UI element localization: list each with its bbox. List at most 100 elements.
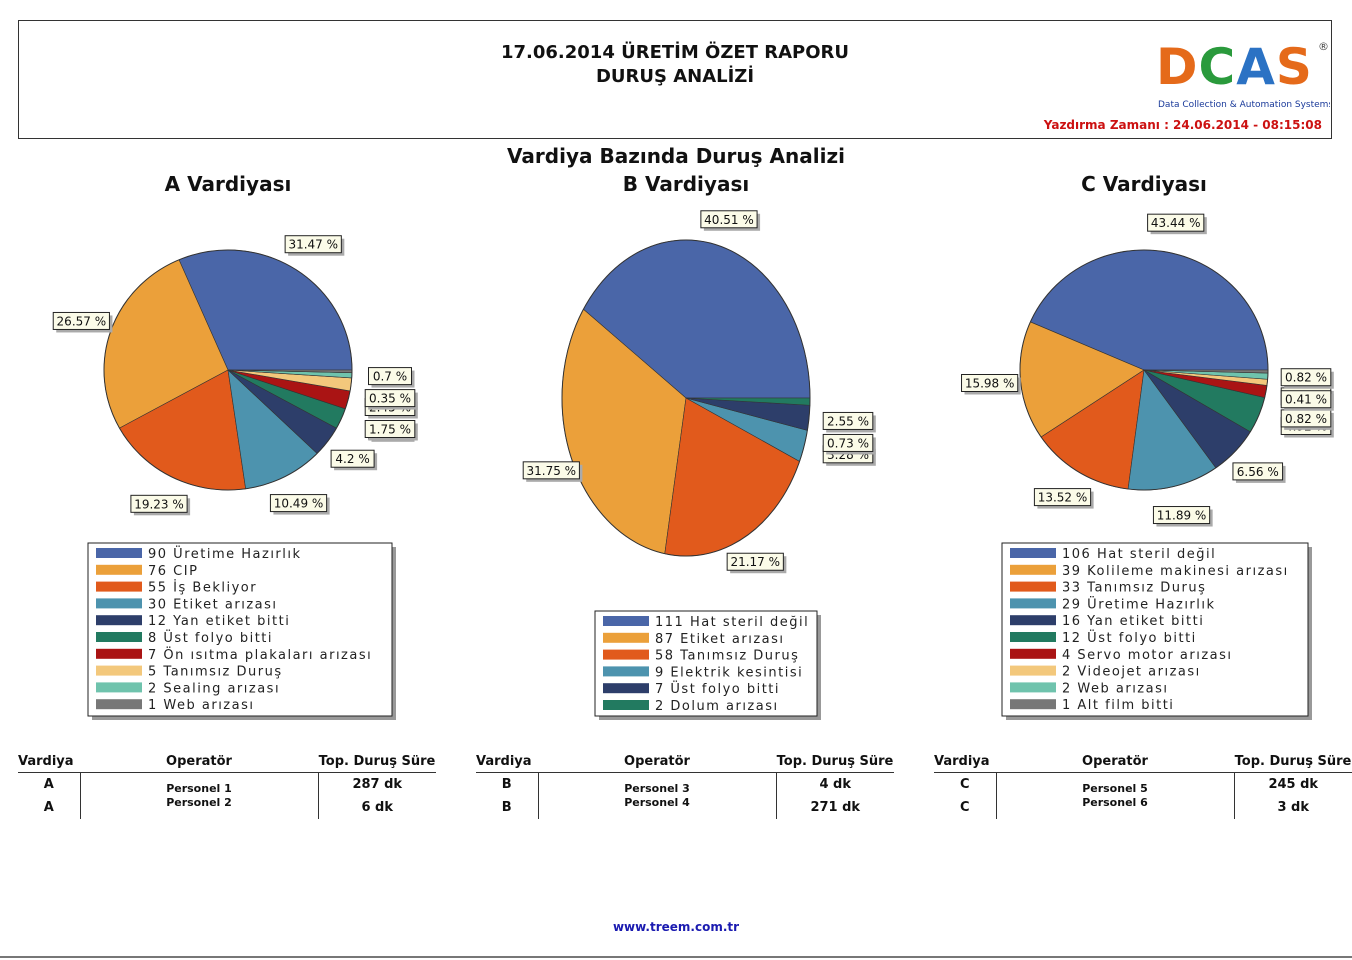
legend-box-2 (594, 610, 818, 717)
legend-label: 106 Hat steril değil (1062, 547, 1216, 562)
table-header-operator: Operatör (166, 753, 232, 769)
legend-swatch (1010, 682, 1056, 693)
data-label: 0.73 % (827, 436, 869, 450)
data-label-box (52, 311, 110, 330)
report-subtitle: DURUŞ ANALİZİ (595, 66, 755, 87)
legend-swatch (603, 616, 649, 626)
row-operator: Personel 5 (1082, 782, 1148, 795)
legend-label: 1 Alt film bitti (1062, 698, 1174, 713)
chart-title-c: C Vardiyası (1081, 172, 1207, 196)
legend-label: 55 İş Bekliyor (148, 580, 257, 596)
data-label-box (700, 210, 758, 229)
legend-label: 12 Yan etiket bitti (148, 614, 290, 629)
legend-swatch (96, 598, 142, 609)
legend-swatch (96, 632, 142, 642)
data-label-box (130, 494, 188, 513)
legend-swatch (1010, 632, 1056, 642)
table-row: C 3 dk (934, 796, 1352, 819)
row-operator: Personel 4 (624, 796, 690, 809)
data-label: 6.56 % (1237, 465, 1279, 479)
table-row: B Personel 3 Personel 4 4 dk (476, 772, 894, 819)
legend-swatch (1010, 548, 1056, 558)
legend-label: 30 Etiket arızası (148, 597, 278, 612)
row-operator: Personel 3 (624, 782, 690, 795)
legend-swatch (603, 700, 649, 710)
legend-label: 12 Üst folyo bitti (1062, 629, 1197, 646)
data-label-box (364, 419, 416, 438)
operator-table-a: Vardiya Operatör Top. Duruş Süre A Perso… (18, 750, 436, 819)
legend-label: 4 Servo motor arızası (1062, 648, 1233, 663)
row-duration: 271 dk (810, 800, 861, 815)
legend-swatch (96, 682, 142, 693)
data-label: 0.41 % (1285, 393, 1327, 407)
data-label: 0.35 % (369, 392, 411, 406)
data-label-box (284, 235, 342, 254)
table-row: B 271 dk (476, 796, 894, 819)
report-title: 17.06.2014 ÜRETİM ÖZET RAPORU (500, 42, 850, 63)
legend-label: 9 Elektrik kesintisi (655, 665, 803, 680)
footer-divider (0, 956, 1352, 958)
logo-registered-mark: ® (1318, 40, 1329, 53)
table-row: A 6 dk (18, 796, 436, 819)
data-label: 10.49 % (274, 497, 324, 511)
row-operator: Personel 2 (166, 796, 232, 809)
print-time: Yazdırma Zamanı : 24.06.2014 - 08:15:08 (1043, 118, 1322, 132)
data-label: 2.55 % (827, 414, 869, 428)
data-label: 0.7 % (373, 370, 407, 384)
data-label-box (330, 449, 375, 468)
legend-swatch (96, 699, 142, 710)
data-label-box (822, 433, 874, 452)
legend-label: 29 Üretime Hazırlık (1062, 595, 1216, 612)
row-shift: C (959, 777, 970, 792)
legend-label: 2 Dolum arızası (655, 699, 779, 714)
row-operator: Personel 1 (166, 782, 232, 795)
data-label-box (269, 494, 328, 513)
data-label-box (1033, 488, 1092, 507)
legend-label: 7 Ön ısıtma plakaları arızası (148, 646, 372, 663)
legend-label: 1 Web arızası (148, 698, 254, 713)
table-row: C Personel 5 Personel 6 245 dk (934, 772, 1352, 819)
report-header-box (18, 20, 1332, 139)
legend-swatch (1010, 615, 1056, 626)
table-header-shift: Vardiya (476, 753, 532, 769)
pie-outline-2 (561, 239, 811, 557)
row-duration: 287 dk (352, 777, 403, 792)
row-duration: 3 dk (1277, 800, 1310, 815)
data-label: 43.44 % (1151, 216, 1201, 230)
data-label: 0.82 % (1285, 371, 1327, 385)
legend-label: 5 Tanımsız Duruş (148, 665, 283, 680)
pie-outline-1 (103, 249, 353, 491)
legend-swatch (603, 649, 649, 660)
legend-label: 76 CIP (148, 564, 198, 579)
main-title: Vardiya Bazında Duruş Analizi (507, 144, 845, 168)
legend-swatch (603, 666, 649, 677)
legend-label: 16 Yan etiket bitti (1062, 614, 1204, 629)
data-label: 15.98 % (965, 377, 1015, 391)
chart-title-b: B Vardiyası (622, 172, 750, 196)
legend-label: 8 Üst folyo bitti (148, 629, 273, 646)
legend-swatch (1010, 564, 1056, 575)
table-header-duration: Top. Duruş Süre (776, 753, 894, 769)
data-label: 31.47 % (288, 238, 338, 252)
table-header-duration: Top. Duruş Süre (1234, 753, 1352, 769)
data-label-box (364, 389, 416, 408)
legend-label: 90 Üretime Hazırlık (148, 545, 302, 562)
data-label-box (961, 374, 1019, 393)
row-shift: A (43, 777, 54, 792)
data-label: 26.57 % (57, 314, 107, 328)
data-label-box (368, 367, 412, 386)
legend-swatch (1010, 598, 1056, 609)
legend-label: 7 Üst folyo bitti (655, 680, 780, 697)
data-label: 21.17 % (730, 555, 780, 569)
legend-label: 39 Kolileme makinesi arızası (1062, 564, 1289, 579)
data-label: 4.2 % (335, 452, 369, 466)
legend-swatch (96, 615, 142, 626)
legend-label: 87 Etiket arızası (655, 632, 785, 647)
legend-swatch (1010, 699, 1056, 710)
row-duration: 6 dk (361, 800, 394, 815)
row-shift: B (501, 777, 512, 792)
footer-link[interactable]: www.treem.com.tr (612, 920, 740, 934)
legend-label: 2 Sealing arızası (148, 681, 280, 696)
pie-charts-canvas: 31.47 %26.57 %19.23 %10.49 %4.2 %2.8 %2.… (52, 210, 1334, 720)
row-duration: 245 dk (1268, 777, 1319, 792)
